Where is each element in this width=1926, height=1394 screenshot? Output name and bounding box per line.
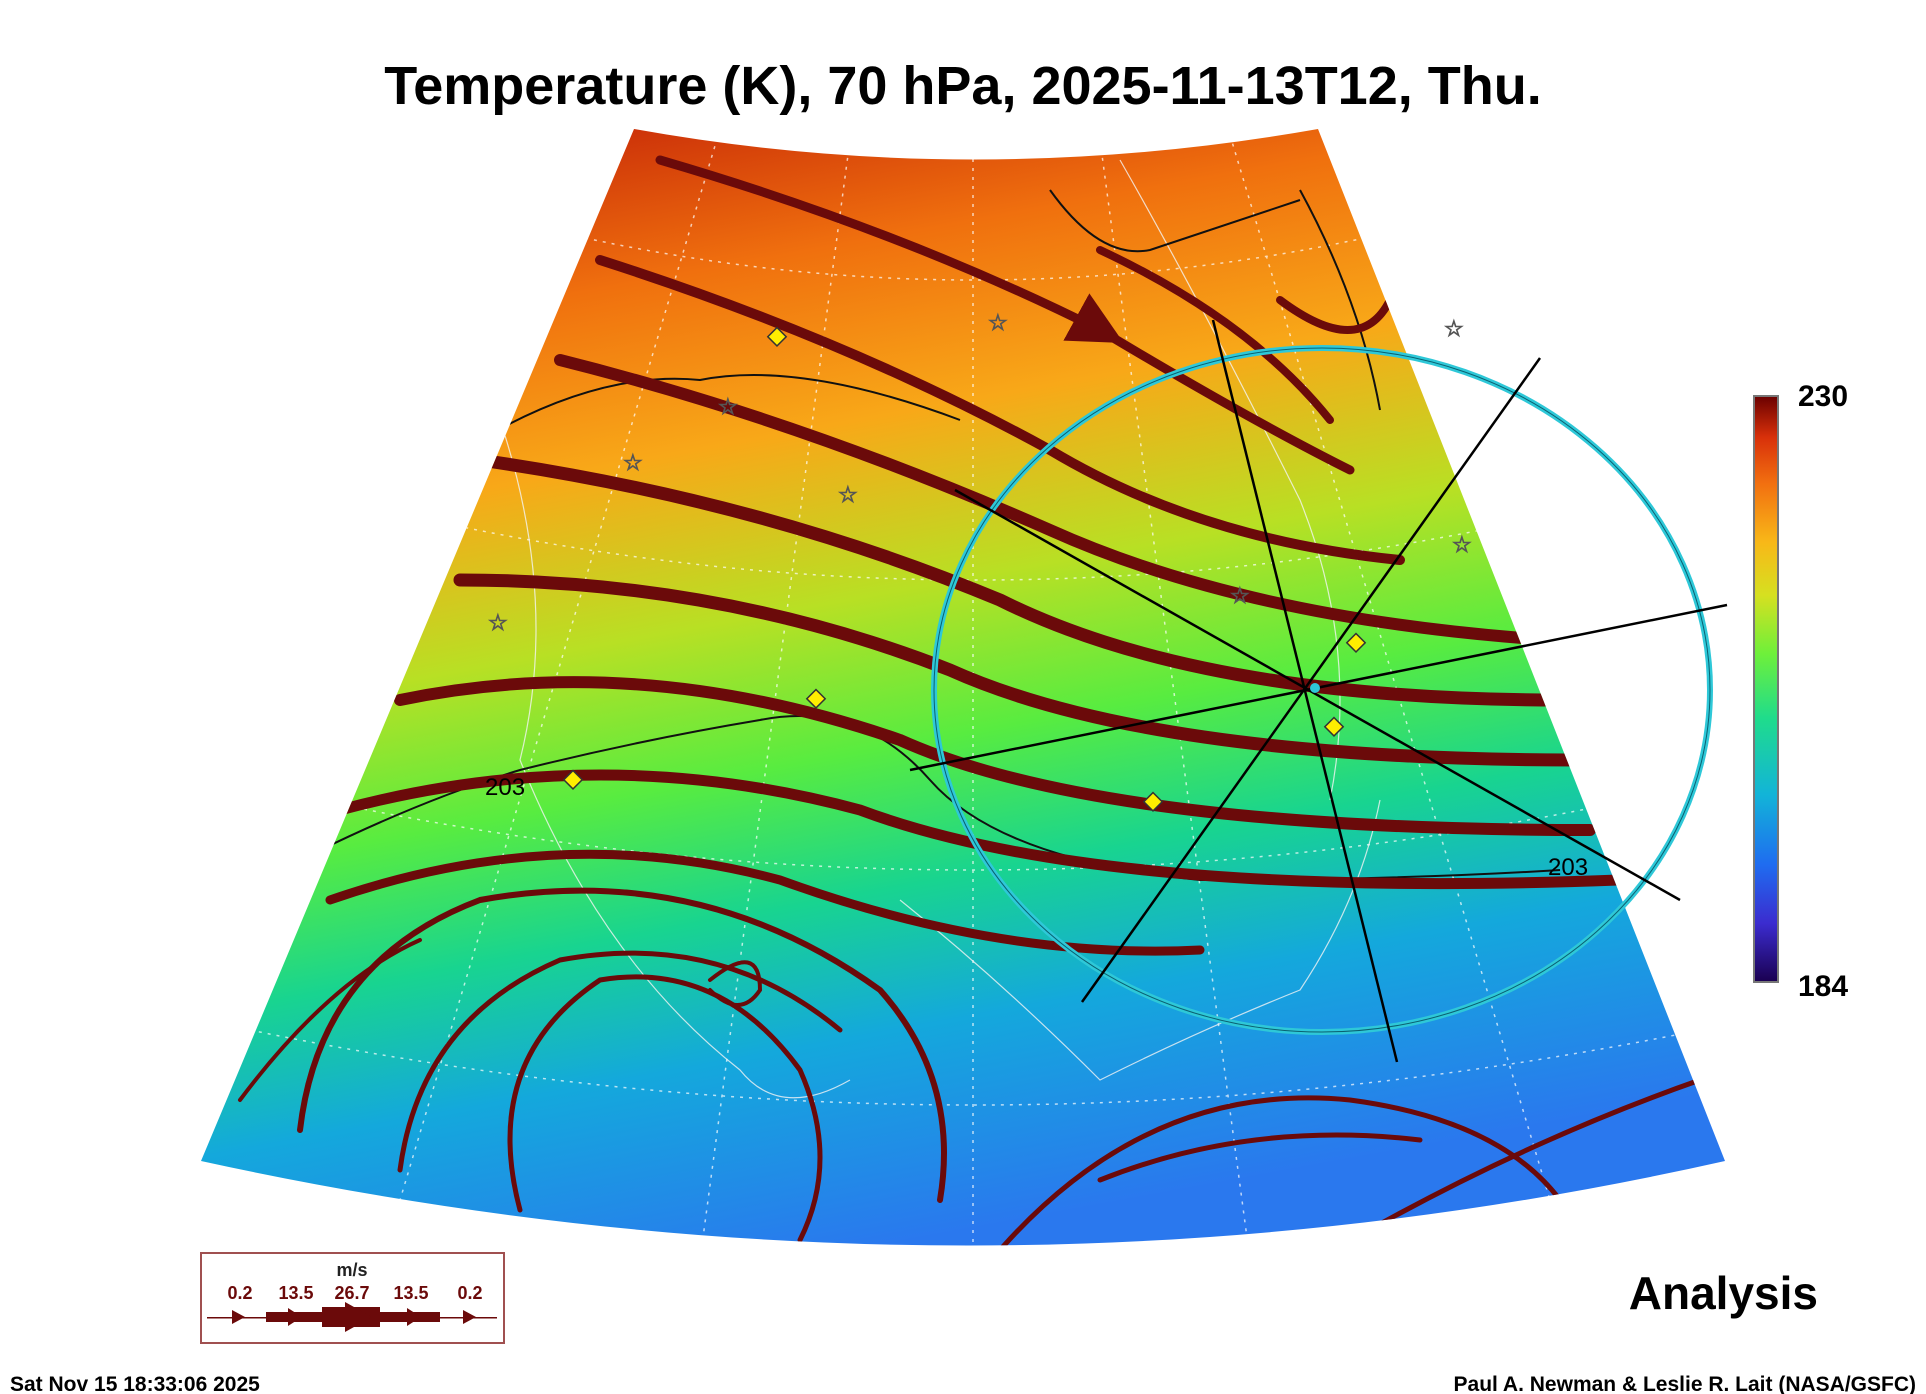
wind-speed-legend: m/s 0.2 13.5 26.7 13.5 0.2: [200, 1252, 505, 1344]
svg-text:☆: ☆: [988, 310, 1008, 335]
colorbar: 230 184: [1753, 380, 1848, 1003]
legend-arrow: [207, 1302, 497, 1332]
temperature-field: [201, 129, 1725, 1246]
contour-label: 203: [485, 774, 525, 801]
chart-title: Temperature (K), 70 hPa, 2025-11-13T12, …: [384, 56, 1541, 116]
colorbar-max-label: 230: [1798, 380, 1848, 413]
svg-text:☆: ☆: [718, 394, 738, 419]
legend-speed: 13.5: [278, 1283, 313, 1303]
svg-text:☆: ☆: [488, 610, 508, 635]
credit: Paul A. Newman & Leslie R. Lait (NASA/GS…: [1454, 1373, 1916, 1394]
star-markers: ☆ ☆ ☆ ☆ ☆ ☆ ☆ ☆: [488, 310, 1473, 636]
svg-text:☆: ☆: [1230, 583, 1250, 608]
legend-speed: 13.5: [393, 1283, 428, 1303]
map-area: 203 203 ☆ ☆ ☆ ☆ ☆ ☆ ☆ ☆: [201, 129, 1728, 1246]
timestamp: Sat Nov 15 18:33:06 2025: [10, 1373, 260, 1394]
legend-speed: 26.7: [334, 1283, 369, 1303]
svg-text:☆: ☆: [623, 450, 643, 475]
contour-label: 203: [1548, 854, 1588, 881]
colorbar-gradient: [1753, 395, 1779, 983]
legend-unit: m/s: [336, 1260, 367, 1280]
legend-speed: 0.2: [227, 1283, 252, 1303]
svg-text:☆: ☆: [1444, 316, 1464, 341]
ring-overlay: [909, 319, 1728, 1063]
product-label: Analysis: [1629, 1267, 1818, 1319]
legend-speed: 0.2: [457, 1283, 482, 1303]
colorbar-min-label: 184: [1798, 970, 1848, 1003]
grid-lines: [249, 129, 1701, 1246]
markers: ☆ ☆ ☆ ☆ ☆ ☆ ☆ ☆: [488, 310, 1473, 812]
svg-text:☆: ☆: [838, 482, 858, 507]
diamond-markers: [562, 326, 1367, 812]
streamlines: [238, 155, 1703, 1246]
svg-text:☆: ☆: [1452, 532, 1472, 557]
